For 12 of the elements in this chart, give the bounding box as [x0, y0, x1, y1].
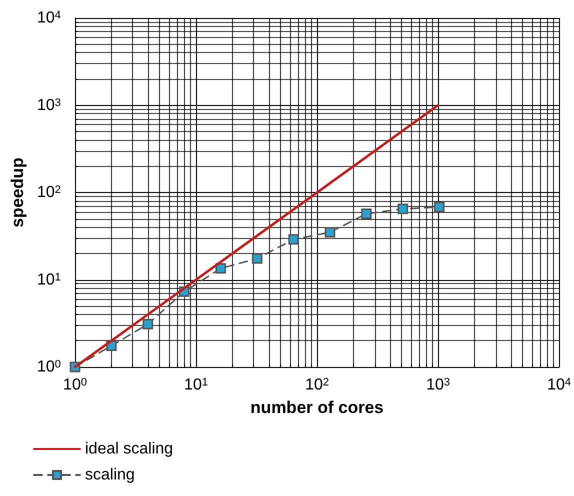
point — [324, 227, 336, 238]
legend-label: ideal scaling — [85, 440, 174, 458]
x-axis-title: number of cores — [250, 398, 384, 417]
point — [398, 204, 408, 214]
point — [434, 202, 445, 212]
y-axis-title: speedup — [8, 158, 28, 228]
legend-label: scaling — [85, 466, 135, 484]
point — [142, 318, 154, 330]
point — [361, 208, 372, 220]
point — [288, 234, 299, 245]
point — [252, 253, 262, 264]
point — [215, 263, 226, 274]
